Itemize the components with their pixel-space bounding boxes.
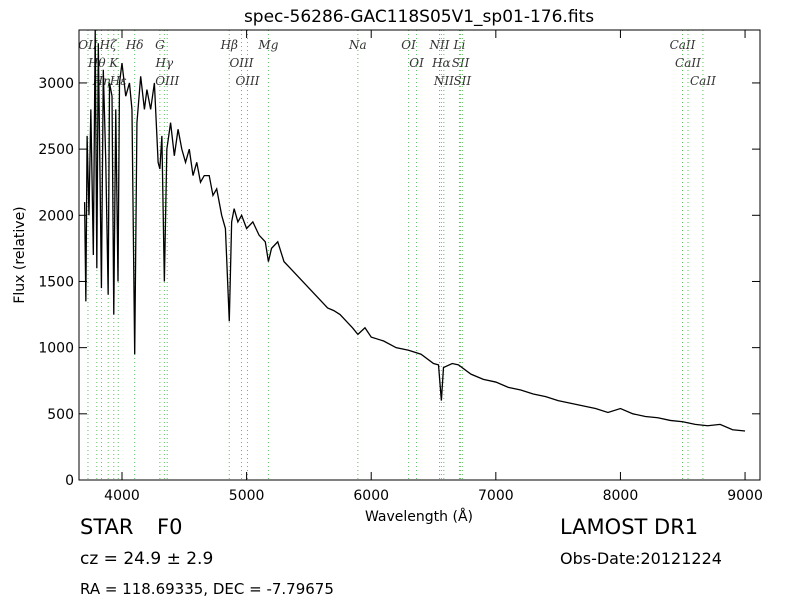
chart-title: spec-56286-GAC118S05V1_sp01-176.fits xyxy=(244,7,594,27)
obs-date: Obs-Date:20121224 xyxy=(560,549,722,568)
x-axis-label: Wavelength (Å) xyxy=(365,508,473,525)
redshift: cz = 24.9 ± 2.9 xyxy=(80,549,213,569)
spectral-line-label: CaII xyxy=(670,38,696,52)
y-tick-label: 2500 xyxy=(38,142,74,158)
spectral-line-label: CaII xyxy=(690,74,716,88)
spectral-line-label: OIII xyxy=(235,74,259,88)
spectral-line-label: Hε xyxy=(109,74,127,88)
spectral-line-label: Hθ xyxy=(87,56,106,70)
spectral-line-label: NII xyxy=(429,38,450,52)
y-tick-label: 1500 xyxy=(38,274,74,290)
spectral-line-label: SII xyxy=(453,74,471,88)
x-tick-label: 4000 xyxy=(104,488,140,504)
spectral-line-label: Na xyxy=(348,38,367,52)
x-tick-label: 8000 xyxy=(603,488,639,504)
spectral-line-label: OIII xyxy=(229,56,253,70)
spectral-line-label: K xyxy=(108,56,119,70)
spectrum xyxy=(83,29,746,432)
spectral-line-label: G xyxy=(155,38,165,52)
plot-frame xyxy=(78,29,761,481)
spectral-line-label: OII xyxy=(78,38,98,52)
spectral-line-label: Hα xyxy=(431,56,451,70)
spectral-line-label: CaII xyxy=(675,56,701,70)
spectral-line-label: Hδ xyxy=(125,38,144,52)
y-tick-label: 3000 xyxy=(38,76,74,92)
spectral-line-label: OI xyxy=(401,38,416,52)
x-tick-label: 6000 xyxy=(353,488,389,504)
subclass: F0 xyxy=(157,515,182,539)
y-tick-label: 500 xyxy=(47,407,74,423)
spectral-line-label: SII xyxy=(452,56,470,70)
y-axis-label: Flux (relative) xyxy=(12,206,28,303)
position: RA = 118.69335, DEC = -7.79675 xyxy=(80,580,334,598)
x-tick-label: 9000 xyxy=(727,488,763,504)
spectral-line-label: Hη xyxy=(92,74,111,88)
spectral-line-label: Hζ xyxy=(99,38,118,52)
spectral-line-label: Hβ xyxy=(220,38,238,52)
x-tick-label: 5000 xyxy=(229,488,265,504)
spectral-line-label: NII xyxy=(433,74,454,88)
y-tick-label: 0 xyxy=(65,473,74,489)
y-tick-label: 2000 xyxy=(38,208,74,224)
spectral-line-label: Hγ xyxy=(155,56,174,70)
x-tick-label: 7000 xyxy=(478,488,514,504)
spectral-line-label: Li xyxy=(453,38,466,52)
spectral-line-label: OI xyxy=(409,56,424,70)
y-tick-label: 1000 xyxy=(38,341,74,357)
survey: LAMOST DR1 xyxy=(560,515,698,539)
spectral-line-label: OIII xyxy=(155,74,179,88)
spectral-line-label: Mg xyxy=(257,38,278,52)
class: STAR xyxy=(80,515,133,539)
